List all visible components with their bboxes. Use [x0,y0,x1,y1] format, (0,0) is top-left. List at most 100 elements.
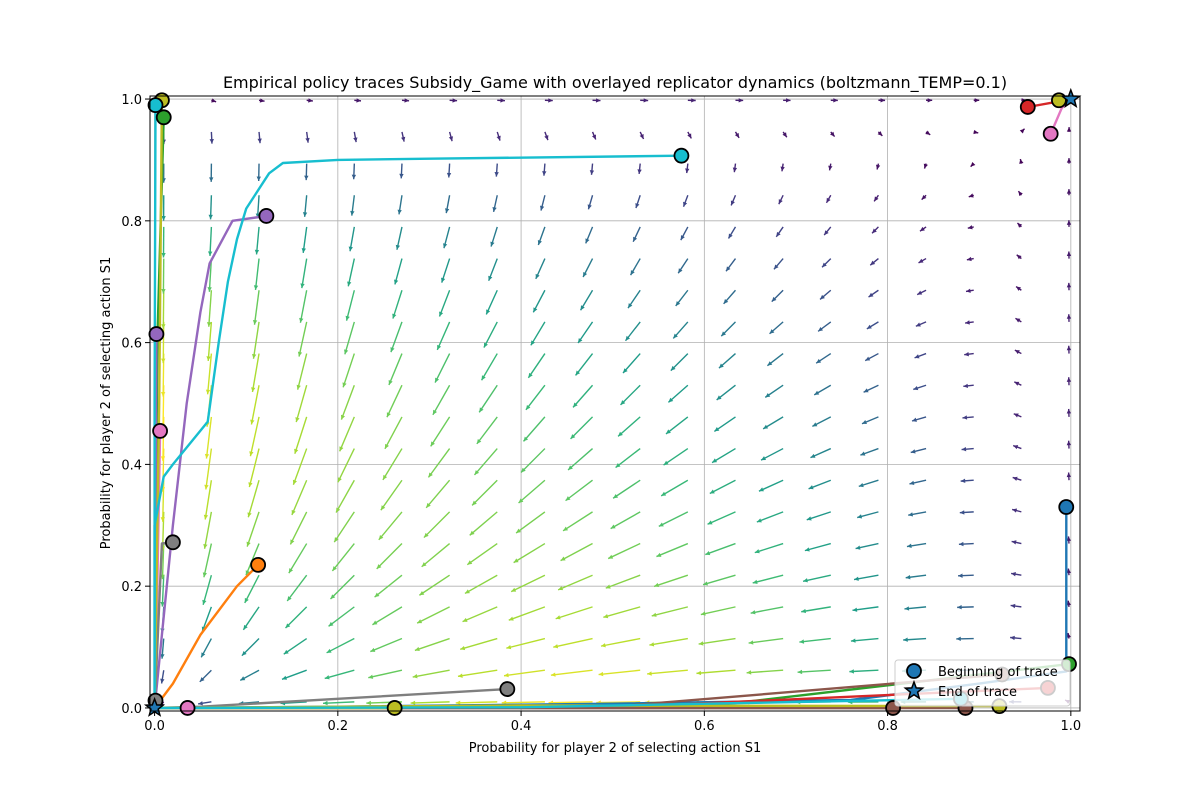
field-arrow-head [912,417,917,422]
field-arrow-head [773,264,779,270]
field-arrow-shaft [392,290,403,319]
field-arrow [160,670,165,684]
field-arrow [1066,440,1072,449]
legend-end-marker [903,679,925,701]
field-arrow-head [874,196,879,202]
field-arrow-head [443,243,448,249]
field-arrow [557,574,593,591]
field-arrow-head [542,171,547,176]
field-arrow [600,637,641,648]
field-arrow-shaft [711,447,736,464]
field-arrow [342,353,355,388]
field-arrow [858,479,879,488]
y-tick-label: 1.0 [121,93,142,108]
field-arrow [416,606,450,624]
field-arrow [957,605,974,610]
field-arrow-head [528,372,533,378]
field-arrow-head [206,356,211,361]
field-arrow [421,543,451,568]
field-arrow [910,447,927,454]
field-arrow [351,163,357,180]
field-arrow-head [1066,251,1072,257]
field-arrow [248,448,260,488]
field-arrow-head [455,700,461,705]
field-arrow [464,574,498,595]
field-arrow-head [861,419,867,425]
legend-begin-marker [906,663,922,679]
field-arrow [629,258,641,276]
field-arrow-shaft [209,226,213,256]
field-arrow [782,131,788,138]
field-arrow [682,195,689,208]
field-arrow [537,226,546,246]
field-arrow-head [620,400,626,405]
field-arrow [750,606,784,615]
field-arrow [257,131,262,144]
field-arrow [592,98,601,103]
field-arrow-head [428,472,433,478]
field-arrow [810,447,832,459]
y-tick-label: 0.0 [121,702,142,717]
field-arrow-head [1012,476,1018,481]
field-arrow-head [205,389,211,395]
field-arrow-head [734,132,740,138]
field-arrow-head [204,484,209,490]
field-arrow-head [302,212,308,217]
field-arrow [752,574,784,584]
field-arrow [923,163,928,169]
field-arrow-shaft [382,448,403,481]
field-arrow-head [246,541,251,547]
field-arrow-head [716,395,722,400]
field-arrow-head [555,615,561,620]
field-arrow-head [290,539,295,545]
grid [150,96,1080,711]
field-arrow-head [537,239,542,245]
field-arrow-head [613,493,619,499]
field-arrow-head [481,375,486,381]
field-arrow-shaft [299,290,308,323]
field-arrow-shaft [255,226,260,255]
field-arrow-shaft [700,606,736,616]
field-arrow-head [685,168,690,174]
field-arrow-head [910,449,916,454]
field-arrow [460,637,498,651]
field-arrow-shaft [288,543,308,574]
field-arrow [775,226,784,238]
field-arrow [754,542,784,554]
field-arrow [649,637,688,647]
field-arrow [598,669,641,677]
field-arrow-head [474,470,480,475]
field-arrow [713,416,736,432]
field-arrow-head [903,637,908,642]
field-arrow [1066,568,1071,576]
field-arrow-head [651,612,657,617]
field-arrow [672,321,689,339]
field-arrow-head [376,564,382,569]
field-arrow [1016,222,1023,228]
field-arrow-head [294,448,299,454]
field-arrow [711,447,736,464]
field-arrow [861,416,879,425]
field-arrow-head [810,453,816,458]
trace-start-marker [250,556,267,573]
field-arrow-head [1066,377,1072,382]
field-arrow-head [778,199,783,205]
field-arrow-head [1018,191,1023,197]
field-arrow-head [1066,600,1071,606]
field-arrow [160,638,165,659]
field-arrow [725,258,737,272]
field-arrow-head [340,414,346,420]
field-arrow [295,385,308,423]
field-arrow [970,161,976,168]
field-arrow-head [342,382,347,388]
field-arrow [665,416,689,435]
field-arrow [204,416,213,459]
field-arrow-head [530,340,536,346]
trace-start-marker [155,109,172,126]
field-arrow-shaft [295,385,308,423]
field-arrow-shaft [250,385,260,425]
field-arrow-head [600,643,606,648]
field-arrow [918,257,927,264]
field-arrow-shaft [550,669,593,676]
field-arrow-head [959,510,965,515]
